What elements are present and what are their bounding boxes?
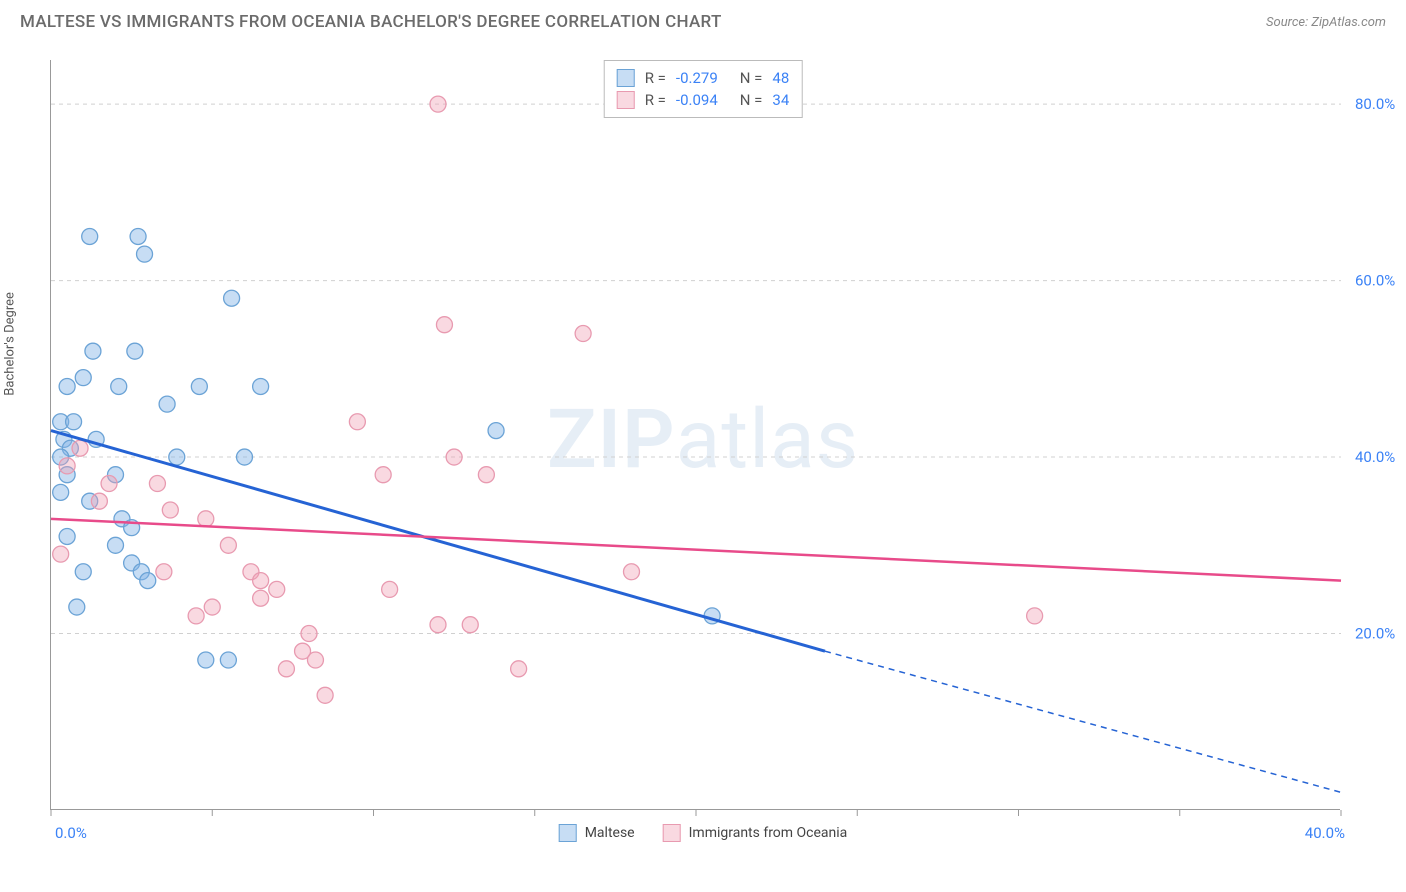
scatter-point <box>53 484 69 500</box>
stats-n-label: N = <box>740 91 763 109</box>
legend-item: Maltese <box>559 824 635 842</box>
scatter-point <box>162 502 178 518</box>
scatter-point <box>307 652 323 668</box>
scatter-point <box>53 546 69 562</box>
scatter-point <box>198 511 214 527</box>
stats-r-label: R = <box>645 69 666 87</box>
scatter-point <box>278 661 294 677</box>
scatter-point <box>253 573 269 589</box>
stats-row: R = -0.279 N = 48 <box>617 67 790 89</box>
trendline-dashed <box>825 651 1341 792</box>
legend-swatch <box>663 824 681 842</box>
scatter-point <box>137 246 153 262</box>
legend-swatch <box>559 824 577 842</box>
scatter-plot-svg: 20.0%40.0%60.0%80.0%0.0%40.0% <box>51 60 1341 810</box>
scatter-point <box>75 564 91 580</box>
scatter-point <box>220 652 236 668</box>
scatter-point <box>269 581 285 597</box>
legend-item: Immigrants from Oceania <box>663 824 848 842</box>
scatter-point <box>108 537 124 553</box>
scatter-point <box>511 661 527 677</box>
scatter-point <box>375 467 391 483</box>
scatter-point <box>140 573 156 589</box>
chart-header: MALTESE VS IMMIGRANTS FROM OCEANIA BACHE… <box>0 0 1406 40</box>
svg-text:80.0%: 80.0% <box>1355 95 1395 113</box>
stats-legend-box: R = -0.279 N = 48 R = -0.094 N = 34 <box>604 60 803 118</box>
stats-r-label: R = <box>645 91 666 109</box>
svg-text:0.0%: 0.0% <box>55 824 87 842</box>
chart-container: ZIPatlas Bachelor's Degree 20.0%40.0%60.… <box>20 40 1386 840</box>
scatter-point <box>169 449 185 465</box>
svg-text:40.0%: 40.0% <box>1355 448 1395 466</box>
scatter-point <box>191 378 207 394</box>
scatter-point <box>127 343 143 359</box>
y-axis-label: Bachelor's Degree <box>3 292 18 396</box>
scatter-point <box>59 378 75 394</box>
legend-label: Immigrants from Oceania <box>689 825 848 841</box>
stats-n-value: 48 <box>772 69 789 87</box>
scatter-point <box>462 617 478 633</box>
scatter-point <box>159 396 175 412</box>
scatter-point <box>66 414 82 430</box>
scatter-point <box>59 458 75 474</box>
stats-swatch <box>617 69 635 87</box>
scatter-point <box>204 599 220 615</box>
plot-area: 20.0%40.0%60.0%80.0%0.0%40.0% <box>50 60 1340 810</box>
scatter-point <box>224 290 240 306</box>
scatter-point <box>253 590 269 606</box>
scatter-point <box>1027 608 1043 624</box>
scatter-point <box>59 528 75 544</box>
scatter-point <box>436 317 452 333</box>
scatter-point <box>382 581 398 597</box>
scatter-point <box>430 617 446 633</box>
scatter-point <box>430 96 446 112</box>
scatter-point <box>317 687 333 703</box>
stats-swatch <box>617 91 635 109</box>
scatter-point <box>253 378 269 394</box>
scatter-point <box>198 652 214 668</box>
scatter-point <box>488 423 504 439</box>
scatter-point <box>85 343 101 359</box>
scatter-point <box>91 493 107 509</box>
svg-text:60.0%: 60.0% <box>1355 272 1395 290</box>
scatter-point <box>75 370 91 386</box>
scatter-point <box>301 626 317 642</box>
scatter-point <box>237 449 253 465</box>
source-text: Source: ZipAtlas.com <box>1266 15 1386 30</box>
scatter-point <box>82 228 98 244</box>
svg-text:40.0%: 40.0% <box>1305 824 1345 842</box>
legend-label: Maltese <box>585 825 635 841</box>
scatter-point <box>624 564 640 580</box>
stats-row: R = -0.094 N = 34 <box>617 89 790 111</box>
scatter-point <box>156 564 172 580</box>
scatter-point <box>72 440 88 456</box>
scatter-point <box>478 467 494 483</box>
stats-n-label: N = <box>740 69 763 87</box>
stats-r-value: -0.094 <box>676 91 718 109</box>
scatter-point <box>69 599 85 615</box>
scatter-point <box>575 326 591 342</box>
stats-n-value: 34 <box>772 91 789 109</box>
scatter-point <box>111 378 127 394</box>
scatter-point <box>220 537 236 553</box>
scatter-point <box>446 449 462 465</box>
bottom-legend: Maltese Immigrants from Oceania <box>559 824 848 842</box>
chart-title: MALTESE VS IMMIGRANTS FROM OCEANIA BACHE… <box>20 12 722 32</box>
stats-r-value: -0.279 <box>676 69 718 87</box>
scatter-point <box>349 414 365 430</box>
scatter-point <box>130 228 146 244</box>
scatter-point <box>101 476 117 492</box>
scatter-point <box>188 608 204 624</box>
svg-text:20.0%: 20.0% <box>1355 625 1395 643</box>
scatter-point <box>149 476 165 492</box>
